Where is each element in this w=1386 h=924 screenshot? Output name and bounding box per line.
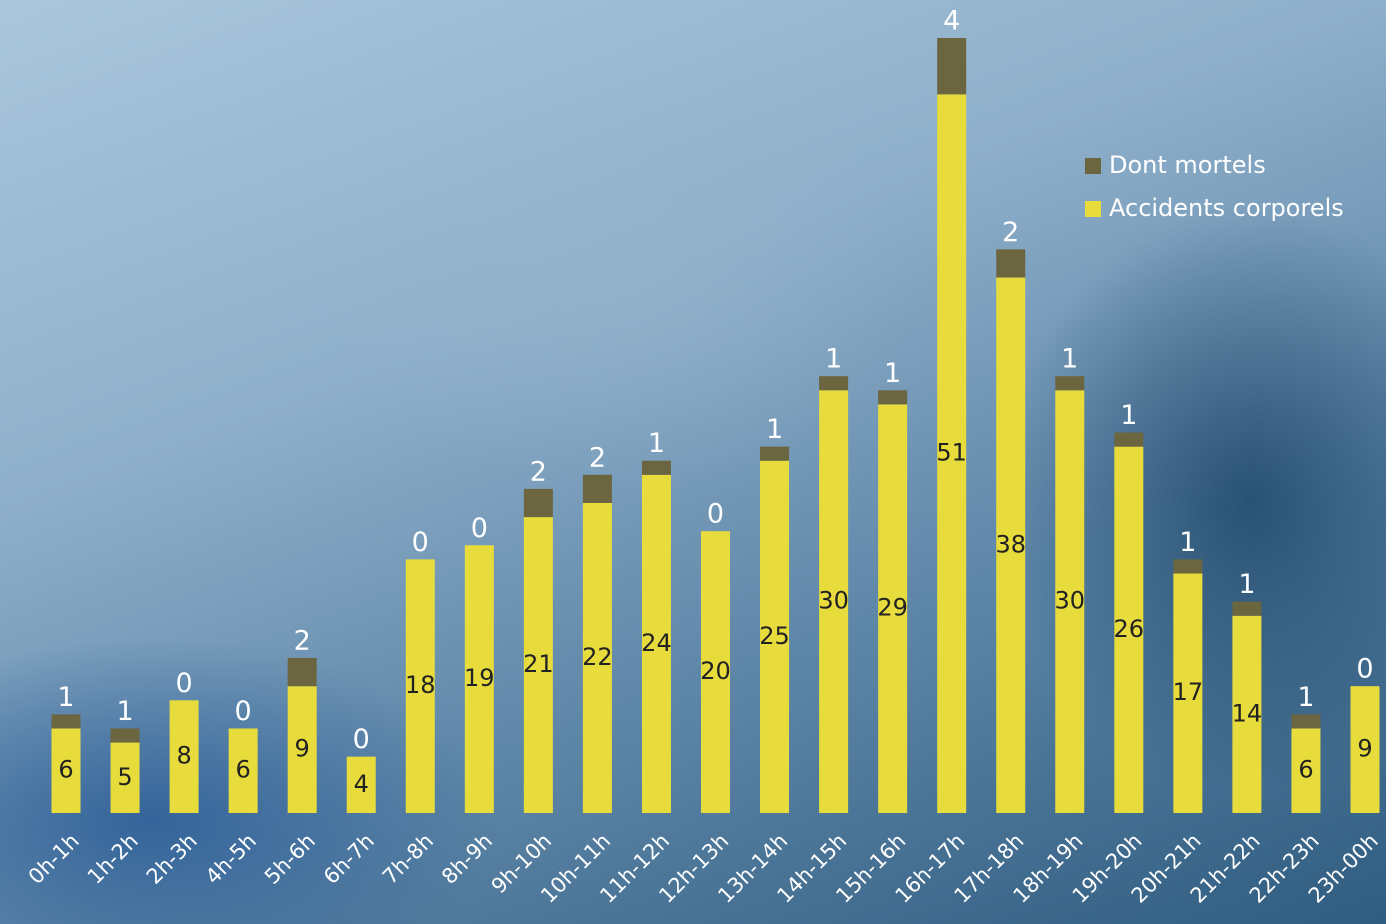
legend-label: Accidents corporels	[1109, 194, 1344, 222]
bar-segment	[1114, 432, 1144, 447]
value-label: 30	[1054, 587, 1085, 615]
bar-segment	[819, 376, 849, 391]
value-label: 22	[582, 643, 613, 671]
value-label: 2	[530, 456, 547, 487]
x-tick-label: 6h-7h	[319, 829, 379, 889]
value-label: 4	[943, 6, 960, 37]
value-label: 1	[1179, 527, 1196, 558]
value-label: 1	[116, 696, 133, 727]
x-tick-label: 1h-2h	[83, 829, 143, 889]
bar-segment	[51, 714, 81, 729]
bar-segment	[464, 545, 494, 813]
bar-segment	[878, 390, 908, 405]
value-label: 1	[57, 682, 74, 713]
value-label: 38	[995, 530, 1026, 558]
value-label: 8	[176, 742, 191, 770]
value-label: 9	[1357, 735, 1372, 763]
bar-segment	[1055, 376, 1085, 391]
value-label: 1	[1120, 400, 1137, 431]
x-tick-label: 4h-5h	[201, 829, 261, 889]
bar-segment	[346, 756, 376, 813]
bar-segment	[110, 728, 140, 743]
value-label: 24	[641, 629, 672, 657]
x-tick-label: 0h-1h	[24, 829, 84, 889]
bar-segment	[51, 728, 81, 813]
value-label: 1	[648, 428, 665, 459]
x-tick-label: 5h-6h	[260, 829, 320, 889]
value-label: 0	[235, 696, 252, 727]
value-label: 2	[589, 442, 606, 473]
legend-label: Dont mortels	[1109, 151, 1266, 179]
value-label: 0	[1356, 654, 1373, 685]
value-label: 20	[700, 657, 731, 685]
value-label: 2	[294, 626, 311, 657]
bar-segment	[1173, 573, 1203, 813]
bar-segment	[937, 94, 967, 813]
value-label: 1	[884, 358, 901, 389]
value-label: 18	[405, 671, 436, 699]
value-label: 1	[766, 414, 783, 445]
legend-swatch	[1085, 201, 1101, 217]
bar-segment	[523, 488, 553, 518]
bar-segment	[228, 728, 258, 813]
x-tick-label: 7h-8h	[378, 829, 438, 889]
value-label: 0	[471, 513, 488, 544]
bar-segment	[1291, 728, 1321, 813]
bar-segment	[760, 460, 790, 813]
bar-segment	[523, 517, 553, 813]
bar-segment	[641, 474, 671, 813]
value-label: 30	[818, 587, 849, 615]
value-label: 1	[825, 344, 842, 375]
bar-segment	[405, 559, 435, 813]
bar-segment	[701, 531, 730, 813]
value-label: 9	[295, 735, 310, 763]
value-label: 1	[1238, 569, 1255, 600]
value-label: 19	[464, 664, 495, 692]
bar-segment	[110, 742, 140, 813]
value-label: 4	[354, 770, 369, 798]
bar-segment	[878, 404, 908, 813]
bar-segment	[641, 460, 671, 475]
value-label: 0	[353, 724, 370, 755]
value-label: 6	[1298, 756, 1313, 784]
bar-segment	[996, 249, 1026, 278]
bar-segment	[937, 38, 967, 95]
bar-segment	[1291, 714, 1321, 729]
value-label: 0	[412, 527, 429, 558]
value-label: 25	[759, 622, 790, 650]
value-label: 1	[1297, 682, 1314, 713]
legend-swatch	[1085, 158, 1101, 174]
value-label: 14	[1232, 699, 1263, 727]
x-tick-label: 2h-3h	[142, 829, 202, 889]
value-label: 26	[1114, 615, 1145, 643]
value-label: 5	[117, 763, 132, 791]
value-label: 1	[1061, 344, 1078, 375]
bar-segment	[819, 390, 849, 813]
value-label: 6	[235, 756, 250, 784]
bar-segment	[996, 277, 1026, 814]
bar-segment	[582, 474, 612, 503]
value-label: 0	[707, 499, 724, 530]
bar-segment	[287, 686, 317, 813]
bar-segment	[760, 446, 790, 461]
bar-segment	[1173, 559, 1203, 574]
value-label: 51	[936, 439, 967, 467]
value-label: 29	[877, 594, 908, 622]
bar-segment	[1114, 446, 1144, 813]
value-label: 21	[523, 650, 554, 678]
bar-segment	[1232, 601, 1262, 616]
value-label: 2	[1002, 217, 1019, 248]
bar-segment	[582, 503, 612, 813]
value-label: 0	[175, 668, 192, 699]
bar-segment	[1232, 615, 1262, 813]
bar-segment	[287, 658, 317, 687]
bar-segment	[1350, 686, 1380, 813]
value-label: 17	[1173, 678, 1204, 706]
bar-segment	[1055, 390, 1085, 813]
value-label: 6	[58, 756, 73, 784]
bar-segment	[169, 700, 199, 813]
